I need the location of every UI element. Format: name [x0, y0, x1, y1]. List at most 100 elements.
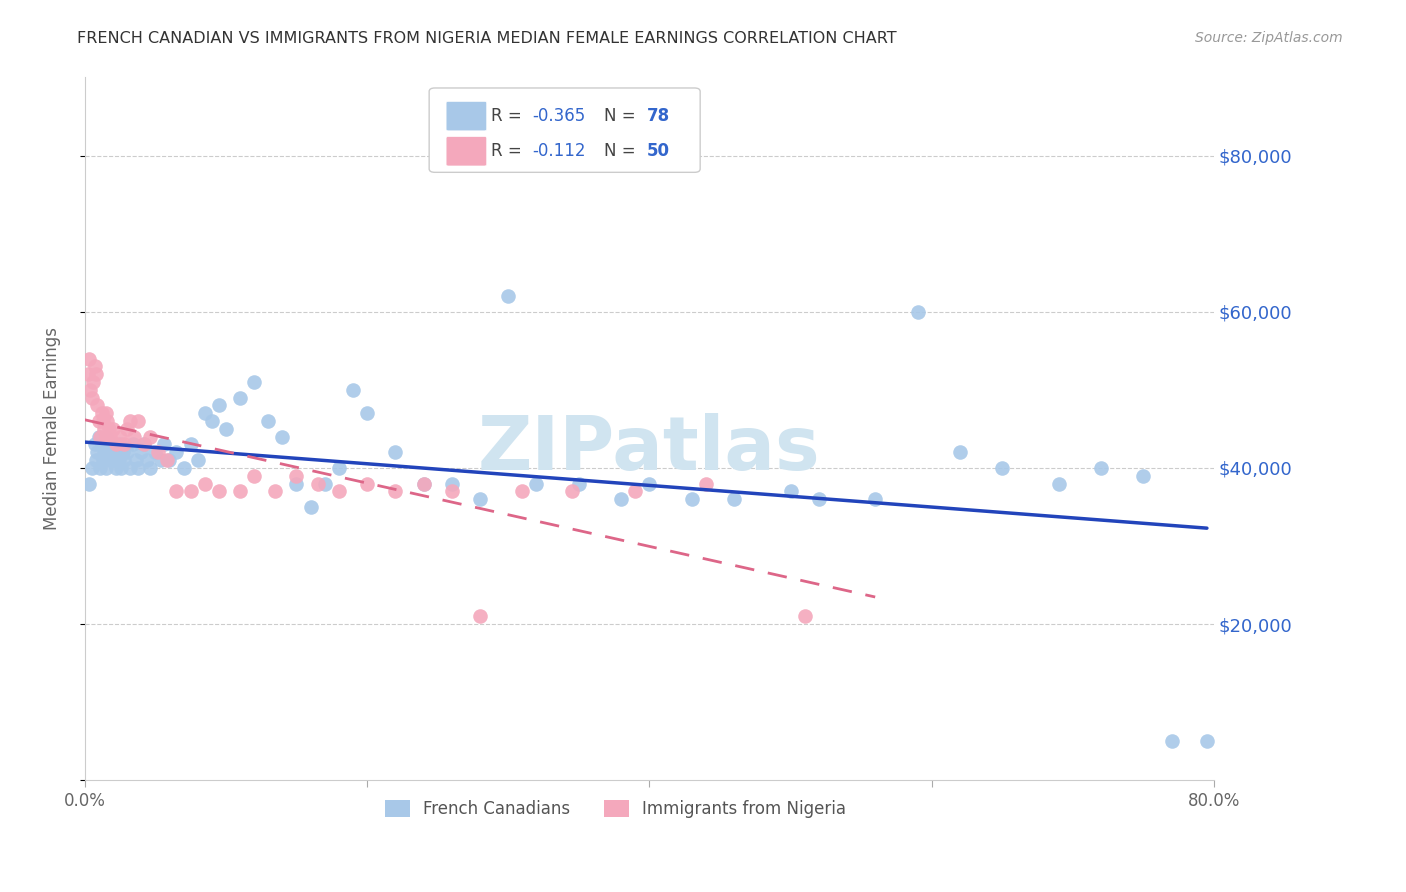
Point — [328, 484, 350, 499]
Point — [146, 445, 169, 459]
Point — [695, 476, 717, 491]
Point — [138, 461, 160, 475]
Point — [356, 406, 378, 420]
Point — [723, 492, 745, 507]
Point — [152, 437, 174, 451]
Point — [328, 461, 350, 475]
Point — [342, 383, 364, 397]
Point — [243, 468, 266, 483]
Point — [90, 406, 112, 420]
Point — [610, 492, 633, 507]
Point — [1132, 468, 1154, 483]
Point — [440, 476, 463, 491]
Point — [510, 484, 533, 499]
Point — [79, 383, 101, 397]
Point — [104, 437, 127, 451]
Text: N =: N = — [605, 142, 641, 161]
FancyBboxPatch shape — [429, 88, 700, 172]
Point — [100, 445, 122, 459]
Point — [82, 375, 104, 389]
Point — [104, 461, 127, 475]
Point — [384, 484, 406, 499]
Point — [118, 461, 141, 475]
Point — [194, 406, 217, 420]
Text: -0.112: -0.112 — [531, 142, 585, 161]
Point — [127, 461, 149, 475]
Point — [307, 476, 329, 491]
Point — [132, 437, 155, 451]
Point — [173, 461, 195, 475]
Point — [96, 445, 118, 459]
Point — [115, 445, 138, 459]
Y-axis label: Median Female Earnings: Median Female Earnings — [44, 327, 60, 531]
Point — [807, 492, 830, 507]
Text: R =: R = — [491, 142, 533, 161]
Point — [201, 414, 224, 428]
Point — [638, 476, 661, 491]
Point — [285, 468, 308, 483]
Point — [110, 461, 132, 475]
Point — [93, 422, 115, 436]
Point — [121, 437, 143, 451]
Point — [949, 445, 972, 459]
Point — [103, 453, 125, 467]
Point — [356, 476, 378, 491]
Point — [1047, 476, 1070, 491]
Text: -0.365: -0.365 — [531, 107, 585, 125]
Point — [101, 422, 124, 436]
Point — [83, 437, 105, 451]
Legend: French Canadians, Immigrants from Nigeria: French Canadians, Immigrants from Nigeri… — [378, 793, 852, 825]
Point — [561, 484, 583, 499]
Point — [84, 368, 107, 382]
Point — [180, 484, 202, 499]
Point — [118, 414, 141, 428]
Point — [155, 453, 177, 467]
Point — [122, 430, 145, 444]
Point — [107, 453, 129, 467]
Point — [89, 461, 111, 475]
Point — [83, 359, 105, 374]
Point — [98, 453, 121, 467]
FancyBboxPatch shape — [446, 136, 486, 166]
Point — [793, 609, 815, 624]
Point — [96, 414, 118, 428]
Point — [94, 430, 117, 444]
Point — [105, 445, 128, 459]
Point — [111, 445, 134, 459]
Point — [215, 422, 238, 436]
Point — [208, 399, 231, 413]
Point — [132, 437, 155, 451]
Point — [108, 437, 131, 451]
Point — [285, 476, 308, 491]
Point — [496, 289, 519, 303]
Point — [229, 391, 252, 405]
Point — [115, 422, 138, 436]
Point — [907, 304, 929, 318]
Point — [624, 484, 647, 499]
Point — [97, 422, 120, 436]
Point — [314, 476, 336, 491]
Point — [76, 368, 98, 382]
Point — [412, 476, 434, 491]
Point — [863, 492, 886, 507]
Point — [87, 430, 110, 444]
Point — [97, 437, 120, 451]
Text: 78: 78 — [647, 107, 671, 125]
Text: Source: ZipAtlas.com: Source: ZipAtlas.com — [1195, 31, 1343, 45]
Point — [127, 414, 149, 428]
Point — [108, 430, 131, 444]
Point — [166, 445, 188, 459]
Text: 50: 50 — [647, 142, 671, 161]
Point — [187, 453, 209, 467]
Point — [299, 500, 322, 514]
Point — [440, 484, 463, 499]
Point — [149, 453, 172, 467]
Point — [80, 461, 103, 475]
Point — [112, 453, 135, 467]
Point — [77, 476, 100, 491]
Point — [159, 453, 181, 467]
Point — [468, 609, 491, 624]
Point — [77, 351, 100, 366]
Point — [138, 430, 160, 444]
Point — [129, 445, 152, 459]
